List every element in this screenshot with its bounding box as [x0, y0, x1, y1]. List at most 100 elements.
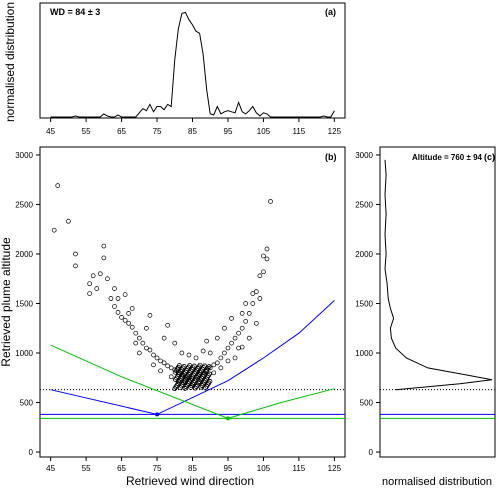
- panel-b-scatter-point: [133, 330, 139, 336]
- panel-b-x-tick-label: 55: [82, 464, 91, 473]
- panel-b-scatter-point: [51, 227, 57, 233]
- panel-b-scatter-point: [87, 291, 93, 296]
- panel-b-scatter-point: [173, 377, 178, 382]
- panel-a-x-tick-label: 45: [46, 127, 55, 136]
- panel-b-scatter-point: [175, 381, 181, 386]
- panel-b-x-tick-label: 75: [153, 464, 162, 473]
- panel-c-y-tick-label: 3000: [355, 151, 373, 160]
- panel-b-scatter-point: [229, 340, 234, 346]
- panel-b-scatter-point: [119, 315, 124, 320]
- panel-b-scatter-point: [229, 315, 234, 321]
- panel-b-scatter-point: [108, 296, 114, 301]
- panel-b-model-minimum: [155, 412, 160, 417]
- panel-b-scatter-point: [246, 311, 252, 316]
- panel-b-scatter-point: [207, 371, 212, 377]
- panel-b-scatter-point: [202, 363, 207, 369]
- panel-a-x-tick-label: 115: [293, 127, 306, 136]
- panel-b-scatter-point: [182, 378, 187, 384]
- panel-b-scatter-point: [218, 355, 224, 361]
- panel-b-frame: [39, 146, 346, 458]
- panel-b-scatter-point: [66, 218, 71, 224]
- panel-b-scatter-point: [147, 313, 153, 318]
- panel-b-scatter-point: [239, 344, 245, 350]
- panel-b-scatter-point: [243, 301, 249, 306]
- panel-a-x-tick-label: 65: [117, 127, 126, 136]
- panel-b-scatter-point: [225, 358, 231, 364]
- panel-b-scatter-point: [188, 368, 194, 374]
- panel-b-y-tick-label: 2000: [15, 250, 33, 259]
- panel-b-scatter-point: [133, 340, 139, 346]
- panel-b-scatter-point: [207, 350, 213, 356]
- panel-b-y-tick-label: 500: [20, 399, 34, 408]
- panel-b-scatter-point: [158, 358, 163, 364]
- panel-b-scatter-point: [204, 367, 210, 373]
- panel-b-scatter-point: [161, 335, 167, 341]
- panel-b-scatter-point: [246, 335, 252, 341]
- panel-b-ylabel: Retrieved plume altitude: [0, 237, 13, 367]
- panel-b-scatter-point: [257, 273, 263, 279]
- panel-b-scatter-point: [222, 325, 227, 331]
- panel-b-scatter-point: [218, 365, 224, 371]
- panel-b-scatter-point: [55, 183, 61, 188]
- panel-b-scatter-point: [147, 347, 153, 353]
- panel-b-y-tick-label: 1000: [15, 349, 33, 358]
- panel-b-scatter-point: [129, 324, 135, 330]
- panel-b-scatter-point: [144, 325, 149, 331]
- panel-c-frame: [379, 146, 496, 458]
- panel-b-y-tick-label: 2500: [15, 200, 33, 209]
- panel-b-scatter-point: [165, 322, 171, 328]
- panel-b-scatter-point: [214, 360, 220, 366]
- panel-b-scatter-points: [51, 183, 273, 391]
- panel-b-scatter-point: [243, 318, 249, 324]
- panel-b-scatter-point: [90, 273, 96, 279]
- panel-b-scatter-point: [199, 375, 205, 381]
- panel-c: Altitude = 760 ± 94 (c) normalised distr…: [355, 146, 496, 488]
- panel-a-series-line: [50, 11, 335, 118]
- panel-c-y-tick-label: 0: [369, 448, 374, 457]
- panel-b-scatter-point: [197, 362, 203, 368]
- panel-c-xlabel: normalised distribution: [382, 476, 492, 488]
- panel-b-scatter-point: [190, 374, 195, 380]
- panel-b-scatter-point: [184, 382, 190, 388]
- panel-b-scatter-point: [225, 345, 231, 351]
- panel-b-scatter-point: [203, 385, 208, 391]
- panel-b-scatter-point: [211, 370, 217, 376]
- panel-b-scatter-point: [253, 289, 259, 294]
- panel-b-scatter-point: [198, 370, 203, 375]
- panel-b: (b) Retrieved wind direction Retrieved p…: [0, 146, 346, 488]
- panel-b-scatter-point: [97, 271, 103, 277]
- panel-a-x-ticks: 45 55 65 75 85 95 105 115 125: [46, 118, 342, 136]
- panel-b-x-tick-label: 65: [117, 464, 126, 473]
- panel-b-scatter-point: [180, 373, 186, 378]
- panel-b-scatter-point: [126, 320, 132, 326]
- panel-b-model-curve: [50, 300, 335, 415]
- panel-b-scatter-point: [112, 304, 117, 309]
- panel-c-y-tick-label: 2000: [355, 250, 373, 259]
- panel-b-scatter-point: [257, 296, 263, 301]
- panel-b-scatter-point: [200, 348, 206, 354]
- panel-b-y-ticks: 0 500 1000 1500 2000 2500 3000: [15, 151, 40, 457]
- panel-b-x-tick-label: 115: [293, 464, 306, 473]
- panel-b-scatter-point: [87, 281, 93, 287]
- panel-b-model-minimum: [225, 416, 230, 421]
- panel-a-x-tick-label: 75: [153, 127, 162, 136]
- panel-c-y-tick-label: 500: [360, 399, 374, 408]
- panel-b-scatter-point: [161, 360, 167, 366]
- panel-b-scatter-point: [177, 363, 182, 368]
- panel-a-label: (a): [325, 7, 336, 17]
- panel-b-scatter-point: [144, 345, 149, 351]
- panel-b-scatter-point: [239, 311, 245, 316]
- panel-a-x-tick-label: 125: [328, 127, 342, 136]
- panel-b-x-tick-label: 105: [257, 464, 271, 473]
- panel-a: WD = 84 ± 3 (a) normalised distribution …: [3, 2, 346, 136]
- panel-b-model-curves: [50, 300, 335, 421]
- panel-a-x-tick-label: 105: [257, 127, 271, 136]
- panel-c-y-tick-label: 2500: [355, 200, 373, 209]
- panel-b-scatter-point: [194, 384, 199, 389]
- panel-b-scatter-point: [136, 350, 142, 356]
- panel-b-scatter-point: [101, 243, 107, 249]
- panel-b-scatter-point: [261, 253, 266, 259]
- panel-a-frame: [39, 2, 346, 119]
- panel-b-scatter-point: [122, 292, 128, 297]
